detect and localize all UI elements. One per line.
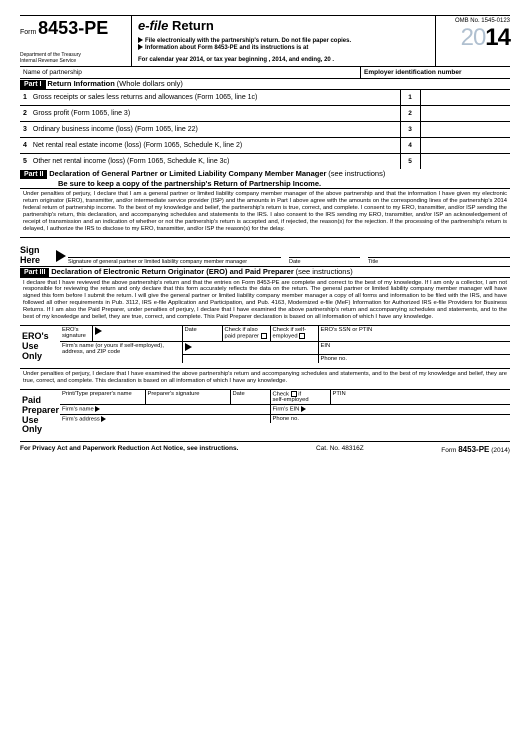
firm-arrow-icon (185, 343, 192, 351)
ero-self-checkbox[interactable] (299, 333, 305, 339)
ero-side-label: ERO's Use Only (20, 326, 60, 368)
ero-arrow-icon (95, 327, 102, 335)
part3-label: Part III (20, 268, 49, 277)
sign-title-field[interactable] (368, 242, 510, 258)
gp-sig-label: Signature of general partner or limited … (68, 258, 281, 265)
partnership-name-label: Name of partnership (20, 67, 360, 78)
part3-title: Declaration of Electronic Return Origina… (51, 267, 294, 276)
line3-amount[interactable] (420, 122, 510, 138)
line1-desc: Gross receipts or sales less returns and… (33, 94, 257, 101)
line3-desc: Ordinary business income (loss) (Form 10… (33, 126, 198, 133)
gp-signature-field[interactable] (68, 242, 281, 258)
title-efile: e-file (138, 18, 168, 33)
line1-num: 1 (400, 90, 420, 106)
line2-amount[interactable] (420, 106, 510, 122)
paid-side-label: Paid Preparer Use Only (20, 390, 60, 442)
part3-suffix: (see instructions) (296, 267, 353, 276)
here-label: Here (20, 256, 56, 266)
ein-arrow-icon (301, 406, 306, 412)
line5-desc: Other net rental income (loss) (Form 106… (33, 158, 229, 165)
arrow-icon (138, 37, 143, 43)
form-number: 8453-PE (38, 18, 108, 38)
sign-here-row: SignHere Signature of general partner or… (20, 238, 510, 267)
part2-title: Declaration of General Partner or Limite… (49, 169, 326, 178)
part3-declaration: I declare that I have reviewed the above… (23, 280, 507, 322)
paid-declaration: Under penalties of perjury, I declare th… (23, 371, 507, 385)
line2-num: 2 (400, 106, 420, 122)
phone-label: Phone no. (318, 354, 510, 363)
addr-arrow-icon (101, 416, 106, 422)
part2-suffix: (see instructions) (328, 169, 385, 178)
check-also-paid-label: Check if also paid preparer (225, 327, 259, 340)
part2-label: Part II (20, 170, 47, 179)
privacy-notice: For Privacy Act and Paperwork Reduction … (20, 445, 238, 454)
calendar-line: For calendar year 2014, or tax year begi… (138, 57, 429, 63)
line3-num: 3 (400, 122, 420, 138)
line4-desc: Net rental real estate income (loss) (Fo… (33, 142, 242, 149)
title-label: Title (368, 258, 510, 265)
firm-ein-label: Firm's EIN (273, 407, 300, 413)
line4-amount[interactable] (420, 138, 510, 154)
also-paid-checkbox[interactable] (261, 333, 267, 339)
part1-title: Return Information (47, 79, 115, 88)
tax-year: 2014 (440, 24, 510, 52)
line5-num: 5 (400, 154, 420, 170)
line5-amount[interactable] (420, 154, 510, 170)
instr2: Information about Form 8453-PE and its i… (145, 45, 308, 51)
part2-declaration: Under penalties of perjury, I declare th… (23, 191, 507, 233)
part2-subtitle: Be sure to keep a copy of the partnershi… (20, 179, 510, 188)
part1-lines: 1 Gross receipts or sales less returns an… (20, 90, 510, 169)
footer-form-num: 8453-PE (458, 445, 489, 454)
ero-block: ERO's Use Only ERO's signature Date Chec… (20, 326, 510, 369)
title-return: Return (172, 18, 214, 33)
footer: For Privacy Act and Paperwork Reduction … (20, 442, 510, 454)
line2-desc: Gross profit (Form 1065, line 3) (33, 110, 130, 117)
arrow-icon (138, 44, 143, 50)
part1-suffix: (Whole dollars only) (117, 79, 183, 88)
paid-date-label: Date (230, 390, 270, 405)
paid-self-checkbox[interactable] (291, 391, 297, 397)
firm-addr-label: Firm's address (62, 416, 100, 422)
ero-sig-label: ERO's signature (60, 326, 92, 341)
paid-preparer-block: Paid Preparer Use Only Print/Type prepar… (20, 390, 510, 443)
ein-label: EIN (318, 341, 510, 354)
part1-label: Part I (20, 80, 46, 89)
line4-num: 4 (400, 138, 420, 154)
ptin-label: PTIN (330, 390, 510, 405)
cat-number: Cat. No. 48316Z (316, 445, 364, 454)
line1-amount[interactable] (420, 90, 510, 106)
ero-date-label: Date (182, 326, 222, 341)
paid-firm-name-label: Firm's name (62, 407, 94, 413)
paid-phone-label: Phone no. (270, 414, 510, 423)
form-word: Form (20, 29, 36, 36)
prep-sig-label: Preparer's signature (145, 390, 230, 405)
sign-date-field[interactable] (289, 242, 360, 258)
ein-label: Employer identification number (360, 67, 510, 78)
ssn-ptin-label: ERO's SSN or PTIN (318, 326, 510, 341)
date-label: Date (289, 258, 360, 265)
sign-arrow-icon (56, 250, 66, 262)
self-emp-label: self-employed (273, 397, 309, 403)
print-name-label: Print/Type preparer's name (60, 390, 145, 405)
firm-name-label: Firm's name (or yours if self-employed),… (60, 341, 182, 363)
firm-arrow-icon (95, 406, 100, 412)
name-ein-row: Name of partnership Employer identificat… (20, 67, 510, 79)
form-header: Form 8453-PE Department of the Treasury … (20, 16, 510, 67)
dept-line2: Internal Revenue Service (20, 59, 128, 65)
